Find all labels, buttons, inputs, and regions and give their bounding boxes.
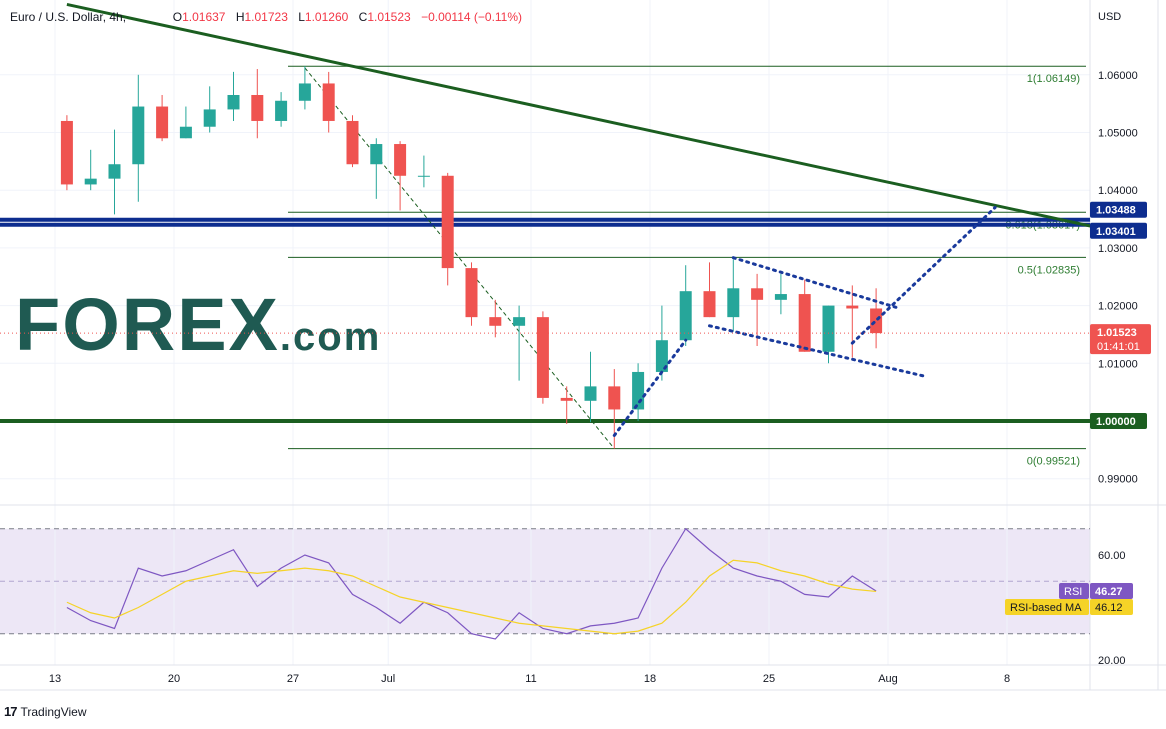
- pattern-dotted-line: [612, 338, 688, 437]
- time-tick-label: 13: [49, 673, 61, 685]
- pattern-dotted-line: [708, 324, 926, 378]
- candle-body: [679, 291, 692, 341]
- fib-level-label: 1(1.06149): [1027, 73, 1080, 85]
- rsi-ma-value: 46.12: [1095, 602, 1123, 614]
- candle-body: [774, 294, 787, 300]
- candle-body: [798, 294, 811, 352]
- candle-body: [846, 305, 859, 309]
- fib-level-label: 0(0.99521): [1027, 456, 1080, 468]
- candle-body: [751, 288, 764, 300]
- candle-body: [822, 305, 835, 352]
- candle-body: [727, 288, 740, 318]
- candle-body: [536, 317, 549, 398]
- currency-label: USD: [1098, 11, 1121, 23]
- price-level-badge-text: 1.03401: [1096, 226, 1136, 238]
- candle-body: [655, 340, 668, 372]
- candle-body: [370, 144, 383, 165]
- forex-watermark-logo: FOREX.com: [15, 283, 381, 366]
- candle-body: [441, 175, 454, 269]
- time-tick-label: 27: [287, 673, 299, 685]
- time-tick-label: Aug: [878, 673, 898, 685]
- last-price-badge: [1090, 324, 1151, 355]
- price-tick-label: 1.03000: [1098, 243, 1138, 255]
- candle-body: [632, 371, 645, 410]
- last-price-value: 1.01523: [1097, 327, 1137, 339]
- candle-body: [608, 386, 621, 410]
- rsi-line: [66, 527, 877, 640]
- candle-body: [203, 109, 216, 127]
- candle-body: [132, 106, 145, 165]
- candle-body: [108, 164, 121, 179]
- price-level-badge: [1090, 201, 1147, 218]
- rsi-value-badge: [1090, 583, 1133, 600]
- price-tick-label: 1.01000: [1098, 358, 1138, 370]
- candle-body: [275, 100, 288, 121]
- trendline: [66, 2, 1091, 228]
- bar-countdown: 01:41:01: [1097, 341, 1140, 353]
- candle-body: [394, 144, 407, 176]
- rsi-tick-label: 20.00: [1098, 655, 1126, 667]
- time-tick-label: 11: [525, 673, 536, 685]
- price-level-badge: [1090, 413, 1147, 429]
- candle-body: [870, 308, 883, 334]
- close-value: 1.01523: [367, 10, 411, 24]
- candle-body: [703, 291, 716, 318]
- candle-body: [251, 94, 264, 121]
- high-value: 1.01723: [244, 10, 288, 24]
- chart-legend-header: Euro / U.S. Dollar, 4h, O1.01637 H1.0172…: [10, 10, 523, 24]
- rsi-ma-line: [66, 559, 877, 635]
- candle-body: [465, 268, 478, 318]
- rsi-ma-name-badge: [1005, 599, 1089, 616]
- candle-body: [60, 120, 73, 185]
- candle-body: [322, 83, 335, 121]
- time-tick-label: 25: [763, 673, 775, 685]
- price-tick-label: 0.99000: [1098, 474, 1138, 486]
- dashed-path-line: [304, 67, 615, 450]
- candle-body: [346, 120, 359, 165]
- candle-body: [298, 83, 311, 101]
- rsi-value: 46.27: [1095, 586, 1123, 598]
- time-tick-label: Jul: [381, 673, 395, 685]
- price-level-badge-text: 1.03488: [1096, 205, 1136, 217]
- candle-body: [584, 386, 597, 401]
- tradingview-brand: TradingView: [20, 704, 87, 719]
- rsi-ma-name: RSI-based MA: [1010, 602, 1082, 614]
- candle-body: [560, 397, 573, 401]
- price-level-badge-text: 1.00000: [1096, 416, 1136, 428]
- symbol-title[interactable]: Euro / U.S. Dollar, 4h,: [10, 10, 127, 24]
- time-tick-label: 20: [168, 673, 180, 685]
- tradingview-logo-icon: 17: [4, 704, 18, 719]
- price-level-badge: [1090, 222, 1147, 239]
- candle-body: [489, 317, 502, 326]
- fib-level-label: 0.5(1.02835): [1018, 264, 1080, 276]
- low-value: 1.01260: [304, 10, 349, 24]
- open-value: 1.01637: [182, 10, 226, 24]
- candle-body: [156, 106, 169, 139]
- tradingview-footer[interactable]: 17 TradingView: [4, 704, 87, 719]
- price-tick-label: 1.04000: [1098, 185, 1138, 197]
- pattern-dotted-line: [731, 256, 902, 310]
- pattern-dotted-line: [850, 206, 997, 345]
- rsi-name: RSI: [1064, 586, 1082, 598]
- candle-body: [227, 94, 240, 110]
- rsi-name-badge: [1059, 583, 1089, 600]
- change-value: −0.00114 (−0.11%): [421, 10, 523, 24]
- candle-body: [513, 317, 526, 326]
- price-tick-label: 1.02000: [1098, 301, 1138, 313]
- candle-body: [417, 175, 430, 177]
- price-tick-label: 1.06000: [1098, 70, 1138, 82]
- rsi-tick-label: 60.00: [1098, 550, 1126, 562]
- time-tick-label: 18: [644, 673, 656, 685]
- time-tick-label: 8: [1004, 673, 1010, 685]
- rsi-ma-value-badge: [1090, 599, 1133, 616]
- price-tick-label: 1.05000: [1098, 128, 1138, 140]
- candle-body: [84, 178, 97, 185]
- candle-body: [179, 126, 192, 139]
